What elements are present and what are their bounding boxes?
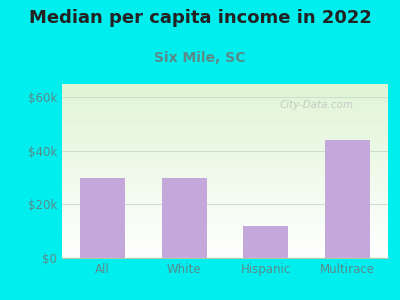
Text: Median per capita income in 2022: Median per capita income in 2022 [28,9,372,27]
Text: Six Mile, SC: Six Mile, SC [154,51,246,65]
Bar [80,178,125,258]
Bar [325,140,370,258]
Bar [243,226,288,258]
Text: City-Data.com: City-Data.com [279,100,353,110]
Bar [162,178,207,258]
